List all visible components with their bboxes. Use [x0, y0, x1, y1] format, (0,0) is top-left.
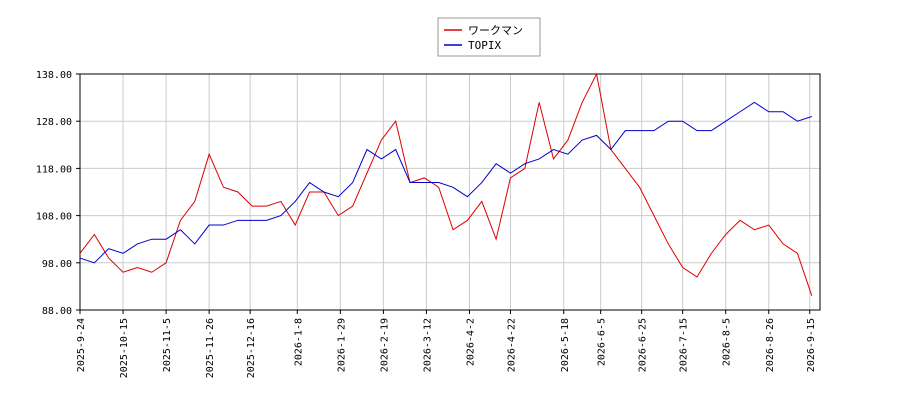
x-tick-label: 2026-4-22 [506, 318, 517, 372]
x-tick-label: 2025-11-5 [162, 318, 173, 372]
x-tick-label: 2026-6-5 [597, 318, 608, 366]
series-line [79, 72, 813, 297]
y-tick-label: 108.00 [36, 212, 72, 223]
x-tick-label: 2025-9-24 [76, 318, 87, 372]
y-tick-label: 118.00 [36, 164, 72, 175]
x-tick-label: 2026-7-15 [679, 318, 690, 372]
x-tick-label: 2026-9-15 [806, 318, 817, 372]
series-line [79, 101, 812, 264]
x-tick-label: 2026-5-18 [560, 318, 571, 372]
x-tick-label: 2026-8-5 [722, 318, 733, 366]
x-tick-label: 2026-8-26 [765, 318, 776, 372]
x-tick-label: 2026-2-19 [379, 318, 390, 372]
y-tick-label: 138.00 [36, 70, 72, 81]
plot-frame [79, 73, 821, 311]
x-tick-label: 2025-12-16 [246, 318, 257, 378]
y-tick-label: 128.00 [36, 117, 72, 128]
x-tick-label: 2026-3-12 [422, 318, 433, 372]
x-tick-label: 2025-11-26 [205, 318, 216, 378]
y-tick-label: 88.00 [42, 306, 72, 317]
legend-box [437, 17, 541, 57]
x-tick-label: 2026-1-8 [293, 318, 304, 366]
x-tick-label: 2026-1-29 [336, 318, 347, 372]
legend-label: TOPIX [468, 39, 501, 52]
x-tick-label: 2025-10-15 [119, 318, 130, 378]
legend-label: ワークマン [468, 24, 523, 37]
x-tick-label: 2026-4-2 [465, 318, 476, 366]
y-tick-label: 98.00 [42, 259, 72, 270]
x-tick-label: 2026-6-25 [638, 318, 649, 372]
